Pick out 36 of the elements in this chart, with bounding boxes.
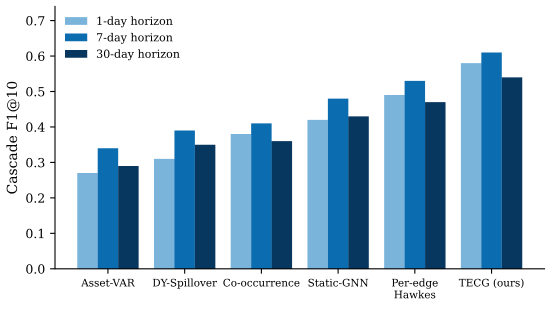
legend-label: 30-day horizon	[96, 49, 180, 60]
x-tick-label: Static-GNN	[308, 278, 368, 287]
bar	[174, 130, 195, 269]
bar	[272, 141, 292, 269]
bar	[307, 120, 328, 269]
x-tick-label: DY-Spillover	[152, 278, 218, 289]
bar	[404, 80, 426, 269]
y-tick-label: 0.6	[26, 52, 44, 61]
legend-label: 1-day horizon	[97, 16, 173, 28]
bar	[384, 95, 405, 269]
y-tick-label: 0.2	[26, 193, 44, 203]
legend-label: 7-day horizon	[97, 32, 173, 44]
x-tick-label: Asset-VAR	[81, 278, 135, 287]
bar	[348, 116, 369, 269]
y-tick-label: 0.0	[26, 264, 44, 274]
bar	[118, 166, 139, 269]
y-tick-label: 0.4	[26, 122, 45, 132]
y-axis-title: Cascade F1@10	[6, 82, 20, 194]
bar	[77, 173, 98, 269]
bar	[154, 158, 174, 269]
bar	[194, 144, 216, 269]
y-tick-label: 0.7	[26, 16, 44, 26]
bar	[425, 102, 446, 269]
y-tick-label: 0.3	[26, 158, 44, 168]
x-tick-label: TECG (ours)	[458, 278, 524, 288]
bar	[502, 77, 522, 269]
x-tick-label: Co-occurrence	[223, 278, 300, 287]
y-tick-label: 0.5	[26, 86, 44, 96]
bar	[481, 52, 502, 269]
bar	[230, 134, 252, 269]
y-tick-label: 0.1	[26, 228, 44, 238]
bar	[328, 98, 348, 269]
x-tick-label: Per-edge Hawkes	[392, 278, 438, 298]
bar	[98, 148, 118, 269]
bar	[251, 123, 272, 269]
bar	[460, 63, 482, 269]
